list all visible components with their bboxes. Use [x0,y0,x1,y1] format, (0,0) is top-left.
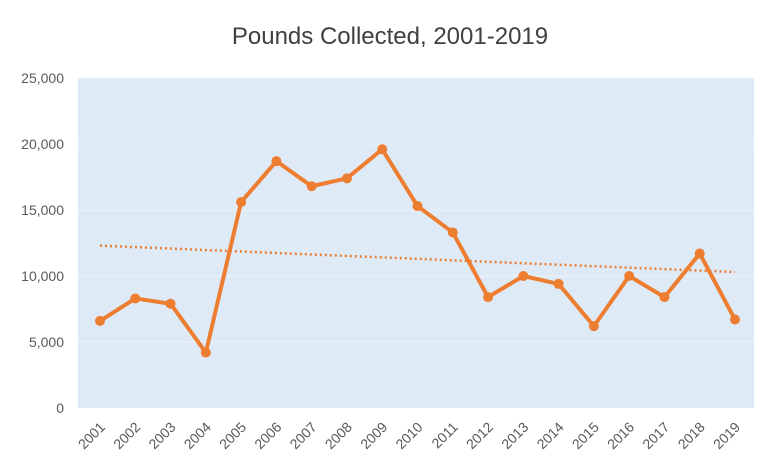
x-axis: 2001 2002 2003 2004 2005 2006 2007 2008 2009 2010… [75,419,743,452]
data-point [306,181,317,192]
data-point [730,314,740,325]
data-point [553,278,564,289]
data-points [95,144,740,358]
data-point [130,293,141,304]
x-tick-label: 2014 [533,419,566,452]
x-tick-label: 2012 [463,419,496,452]
y-tick-label: 5,000 [29,334,64,350]
y-tick-label: 15,000 [21,202,64,218]
x-tick-label: 2008 [322,419,355,452]
x-tick-label: 2005 [216,419,249,452]
y-tick-label: 25,000 [21,70,64,86]
data-point [236,197,247,208]
data-point [588,321,599,332]
plot-area [78,78,754,408]
trendline [99,244,736,274]
data-point [483,292,494,303]
data-point [200,347,211,358]
x-tick-label: 2003 [145,419,178,452]
x-tick-label: 2001 [75,419,108,452]
x-tick-label: 2019 [710,419,743,452]
x-tick-label: 2004 [181,419,214,452]
chart-title: Pounds Collected, 2001-2019 [232,23,548,50]
x-tick-label: 2002 [110,419,143,452]
y-axis: 0 5,000 10,000 15,000 20,000 25,000 [21,70,64,416]
x-tick-label: 2007 [286,419,319,452]
data-point [271,156,282,167]
x-tick-label: 2017 [639,419,672,452]
x-tick-label: 2016 [604,419,637,452]
x-tick-label: 2015 [569,419,602,452]
data-point [659,292,670,303]
data-point [95,315,105,326]
y-tick-label: 0 [56,400,64,416]
y-tick-label: 10,000 [21,268,64,284]
data-point [377,144,388,155]
x-tick-label: 2013 [498,419,531,452]
data-point [518,271,529,281]
x-tick-label: 2018 [674,419,707,452]
x-tick-label: 2011 [428,419,461,452]
data-point [624,271,635,281]
x-tick-label: 2009 [357,419,390,452]
data-point [447,227,458,238]
y-tick-label: 20,000 [21,136,64,152]
x-tick-label: 2010 [392,419,425,452]
x-tick-label: 2006 [251,419,284,452]
data-point [412,201,423,212]
data-point [165,298,176,309]
data-point [694,248,705,259]
data-point [341,173,352,184]
